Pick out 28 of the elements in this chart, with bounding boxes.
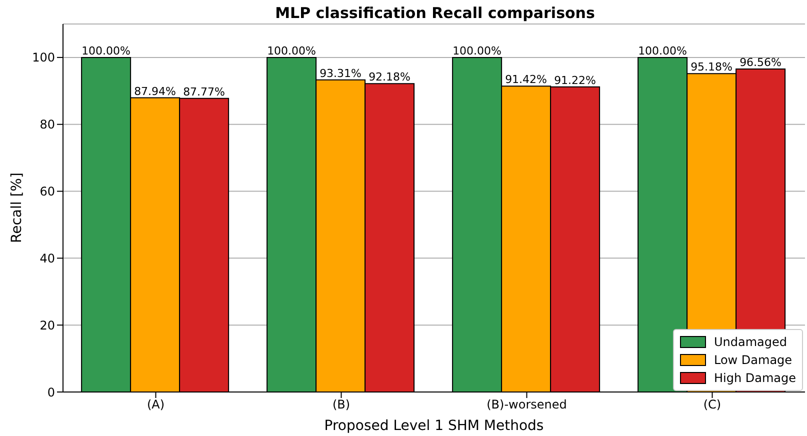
y-tick-label: 100 — [32, 50, 55, 65]
data-label: 92.18% — [368, 70, 411, 84]
data-label: 91.42% — [505, 73, 548, 86]
x-tick-label: (C) — [703, 398, 722, 412]
y-tick-label: 0 — [47, 385, 55, 400]
legend-label: Undamaged — [714, 335, 787, 349]
y-tick-label: 40 — [40, 251, 55, 266]
data-label: 100.00% — [82, 44, 131, 58]
data-label: 100.00% — [638, 44, 688, 58]
data-label: 87.94% — [134, 84, 176, 98]
data-label: 91.22% — [554, 74, 596, 87]
data-label: 100.00% — [452, 44, 502, 58]
x-tick-label: (B)-worsened — [486, 398, 567, 412]
chart-title: MLP classification Recall comparisons — [274, 4, 596, 22]
data-label: 93.31% — [320, 66, 362, 80]
x-tick-label: (B) — [332, 398, 350, 412]
y-tick-label: 60 — [40, 184, 55, 199]
data-label: 100.00% — [267, 44, 316, 58]
data-label: 95.18% — [690, 60, 733, 74]
legend-label: High Damage — [714, 371, 796, 385]
x-tick-label: (A) — [146, 398, 165, 412]
y-axis-title: Recall [%] — [8, 172, 25, 243]
y-tick-label: 80 — [40, 118, 55, 132]
data-label: 87.77% — [183, 85, 226, 98]
x-axis-title: Proposed Level 1 SHM Methods — [324, 418, 544, 434]
y-tick-label: 20 — [40, 318, 55, 332]
legend-label: Low Damage — [714, 353, 792, 367]
data-label: 96.56% — [740, 56, 782, 69]
